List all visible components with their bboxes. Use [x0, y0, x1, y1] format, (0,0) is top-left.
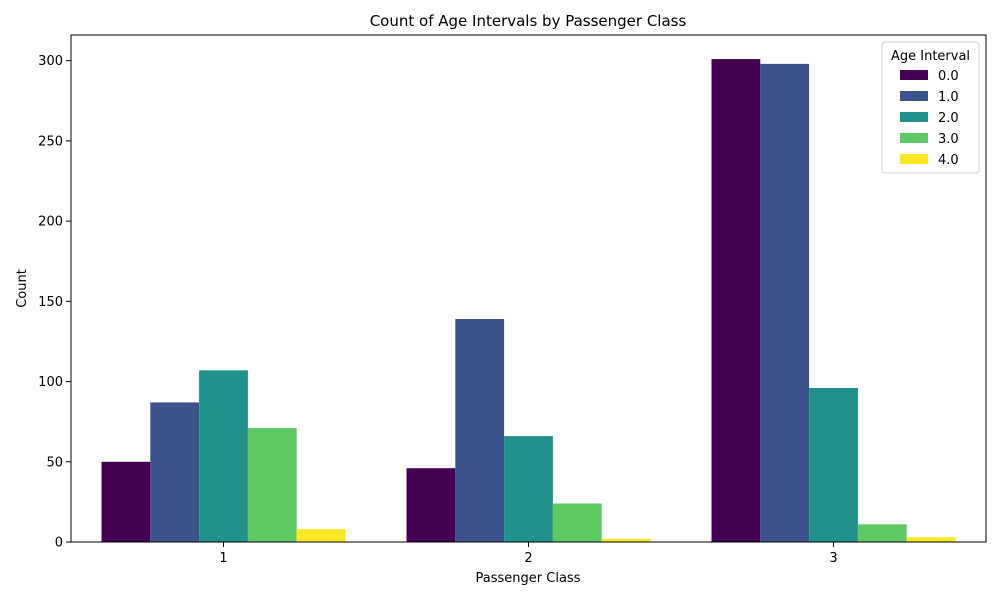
y-tick-label: 250	[38, 134, 63, 149]
bar-class-3-interval-4.0	[906, 537, 956, 542]
y-axis: 0 50 100 150 200 250 300	[38, 54, 71, 551]
bar-class-3-interval-0.0	[711, 59, 761, 542]
y-tick-label: 100	[38, 375, 63, 390]
bars-group	[101, 59, 956, 542]
plot-frame	[70, 34, 987, 543]
bar-class-2-interval-2.0	[504, 436, 553, 542]
legend: Age Interval 0.0 1.0 2.0 3.0 4.0	[881, 41, 980, 174]
y-tick-label: 50	[46, 455, 63, 470]
legend-entry-label: 3.0	[938, 132, 959, 147]
bar-class-2-interval-4.0	[601, 538, 651, 542]
x-tick-label: 1	[219, 551, 227, 566]
bar-class-2-interval-1.0	[455, 318, 505, 542]
legend-swatch	[900, 133, 928, 143]
y-tick-label: 0	[55, 536, 63, 551]
y-tick-label: 300	[38, 54, 63, 69]
bar-class-2-interval-0.0	[406, 468, 456, 542]
x-tick-label: 2	[524, 551, 532, 566]
bar-class-2-interval-3.0	[552, 503, 602, 542]
legend-entry-label: 4.0	[938, 153, 959, 168]
bar-class-1-interval-3.0	[247, 428, 297, 542]
y-tick-label: 200	[38, 215, 63, 230]
chart-title: Count of Age Intervals by Passenger Clas…	[370, 12, 687, 30]
y-tick-label: 150	[38, 295, 63, 310]
bar-class-1-interval-2.0	[199, 370, 248, 542]
x-axis-label: Passenger Class	[476, 571, 581, 586]
bar-class-1-interval-4.0	[296, 529, 346, 542]
legend-swatch	[900, 91, 928, 101]
legend-entry-label: 0.0	[938, 69, 959, 84]
y-axis-label: Count	[15, 269, 30, 308]
x-axis: 1 2 3	[219, 542, 838, 566]
bar-class-1-interval-0.0	[101, 461, 151, 542]
legend-entry-label: 1.0	[938, 90, 959, 105]
legend-swatch	[900, 154, 928, 164]
legend-swatch	[900, 70, 928, 80]
x-tick-label: 3	[829, 551, 837, 566]
bar-class-3-interval-1.0	[760, 63, 810, 542]
legend-entry-label: 2.0	[938, 111, 959, 126]
legend-swatch	[900, 112, 928, 122]
legend-title: Age Interval	[891, 49, 970, 64]
bar-class-3-interval-2.0	[809, 387, 858, 542]
bar-class-1-interval-1.0	[150, 402, 200, 542]
bar-class-3-interval-3.0	[857, 524, 907, 542]
